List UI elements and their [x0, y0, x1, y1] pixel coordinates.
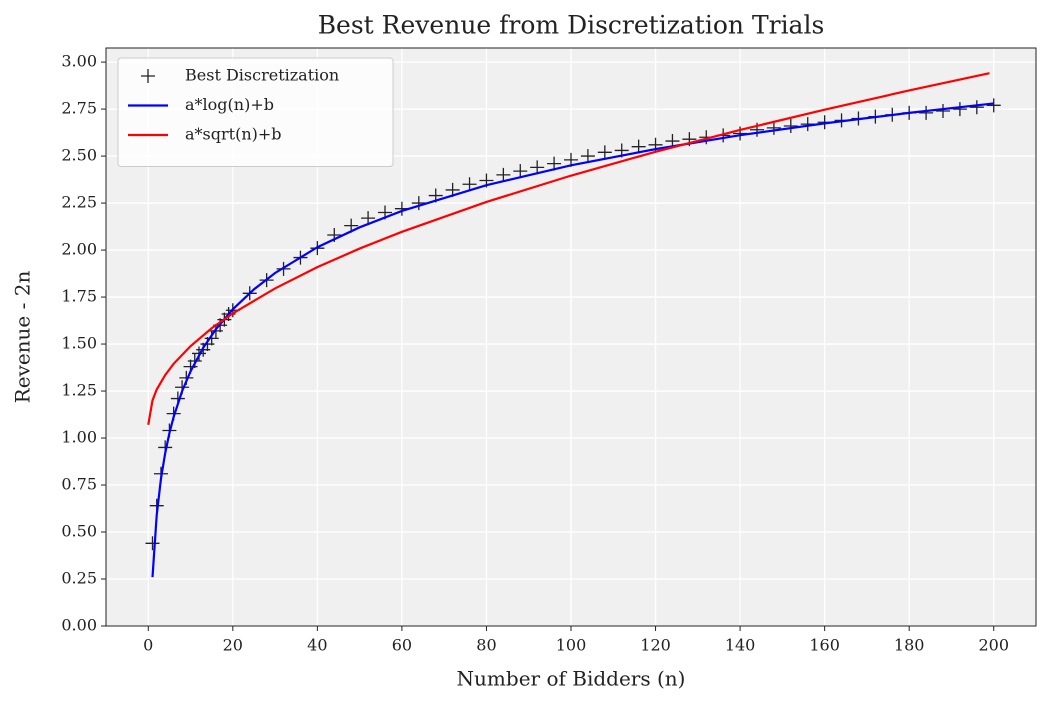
- y-tick-label: 0.00: [61, 616, 97, 635]
- marker: [936, 103, 950, 118]
- marker: [766, 120, 781, 135]
- legend-label: Best Discretization: [185, 66, 339, 85]
- x-tick-label: 0: [143, 636, 153, 655]
- marker: [530, 160, 545, 175]
- x-tick-label: 180: [894, 636, 925, 655]
- marker: [145, 536, 160, 551]
- y-tick-label: 0.25: [61, 569, 97, 588]
- marker: [141, 69, 155, 83]
- marker: [783, 119, 798, 134]
- legend-box: [117, 57, 394, 167]
- y-tick-label: 1.50: [61, 334, 97, 353]
- legend-label: a*sqrt(n)+b: [185, 125, 282, 144]
- legend: Best Discretization a*log(n)+b a*sqrt(n)+b: [117, 57, 394, 167]
- x-tick-label: 20: [223, 636, 243, 655]
- x-tick-label: 160: [809, 636, 840, 655]
- marker: [513, 164, 528, 179]
- x-tick-label: 80: [476, 636, 496, 655]
- y-tick-label: 1.25: [61, 381, 97, 400]
- y-tick-label: 1.00: [61, 428, 97, 447]
- y-tick-label: 2.50: [61, 146, 97, 165]
- y-tick-label: 3.00: [61, 52, 97, 71]
- y-tick-label: 1.75: [61, 287, 97, 306]
- marker: [952, 102, 967, 117]
- y-tick-label: 2.75: [61, 99, 97, 118]
- x-tick-label: 40: [307, 636, 327, 655]
- chart-title: Best Revenue from Discretization Trials: [318, 11, 825, 40]
- y-tick-label: 0.50: [61, 522, 97, 541]
- x-tick-label: 60: [392, 636, 412, 655]
- x-tick-label: 140: [725, 636, 756, 655]
- legend-label: a*log(n)+b: [185, 95, 274, 114]
- marker: [969, 100, 984, 115]
- y-axis-label: Revenue - 2n: [11, 271, 35, 404]
- y-tick-label: 2.00: [61, 240, 97, 259]
- x-tick-label: 100: [556, 636, 587, 655]
- fit-line: [147, 72, 990, 426]
- x-tick-label: 120: [640, 636, 671, 655]
- marker: [361, 211, 376, 226]
- marker: [580, 149, 595, 164]
- y-tick-label: 2.25: [61, 193, 97, 212]
- marker: [496, 167, 511, 182]
- x-tick-label: 200: [978, 636, 1009, 655]
- marker: [986, 98, 1001, 113]
- x-axis-label: Number of Bidders (n): [457, 667, 686, 691]
- marks: [145, 72, 1001, 578]
- marker: [411, 196, 426, 211]
- marker: [919, 105, 934, 120]
- marker: [597, 145, 612, 160]
- y-tick-label: 0.75: [61, 475, 97, 494]
- marker: [462, 177, 477, 192]
